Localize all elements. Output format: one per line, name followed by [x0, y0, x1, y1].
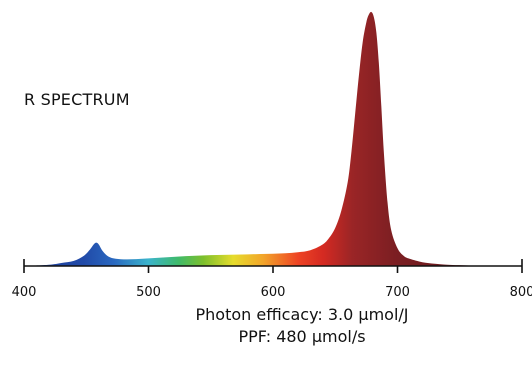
photon-efficacy-caption: Photon efficacy: 3.0 μmol/J — [195, 305, 409, 324]
x-tick-label-800: 800 — [510, 285, 532, 300]
x-tick-label-400: 400 — [12, 285, 37, 300]
x-tick-label-600: 600 — [261, 285, 286, 300]
x-tick-label-700: 700 — [385, 285, 410, 300]
ppf-caption: PPF: 480 μmol/s — [238, 327, 366, 346]
x-axis-ticks: 400 500 600 700 800 — [12, 259, 532, 300]
spectrum-area — [24, 11, 522, 266]
chart-title: R SPECTRUM — [24, 90, 130, 109]
x-tick-label-500: 500 — [136, 285, 161, 300]
